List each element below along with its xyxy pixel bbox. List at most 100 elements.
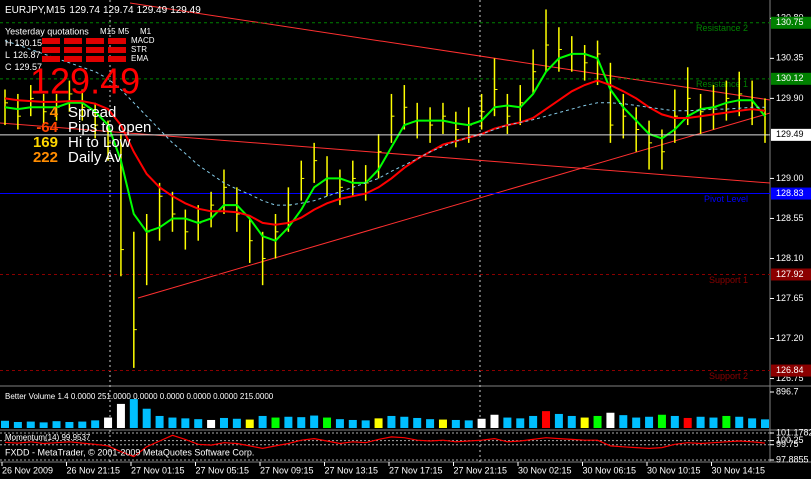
volume-bar xyxy=(335,419,344,428)
level-box xyxy=(771,72,811,85)
volume-bar xyxy=(348,419,357,428)
level-name: Pivot Level xyxy=(704,194,748,204)
volume-bar xyxy=(155,415,164,428)
volume-bar xyxy=(632,417,641,428)
volume-bar xyxy=(438,419,447,428)
timeframe: M5 xyxy=(118,27,130,36)
volume-bar xyxy=(451,419,460,428)
indicator: MACD xyxy=(131,36,155,45)
x-tick-label: 27 Nov 21:15 xyxy=(454,465,508,475)
current-price: 129.49 xyxy=(776,129,804,139)
y-tick-label: 99.75 xyxy=(776,439,799,449)
value: 129.57 xyxy=(15,62,43,72)
y-tick-label: 129.90 xyxy=(776,93,804,103)
volume-bar xyxy=(323,417,332,428)
volume-bar xyxy=(580,417,589,428)
volume-bar xyxy=(554,413,563,428)
y-tick-label: 896.7 xyxy=(776,386,799,396)
volume-bar xyxy=(219,417,228,428)
trend-line xyxy=(0,122,771,184)
volume-bar xyxy=(735,416,744,428)
volume-bar xyxy=(748,418,757,428)
y-tick-label: 100.25 xyxy=(776,435,804,445)
panel-title: Better Volume 1.4 0.0000 251.0000 0.0000… xyxy=(5,392,274,401)
moving-average xyxy=(4,52,766,242)
volume-bar xyxy=(464,420,473,428)
trend-block xyxy=(86,47,104,53)
x-tick-label: 30 Nov 14:15 xyxy=(712,465,766,475)
trend-block xyxy=(42,56,60,62)
volume-bar xyxy=(567,415,576,428)
volume-bar xyxy=(490,414,499,428)
y-tick-label: 130.35 xyxy=(776,53,804,63)
volume-bar xyxy=(670,415,679,428)
volume-bar xyxy=(696,416,705,428)
volume-bar xyxy=(503,417,512,428)
trend-block xyxy=(42,47,60,53)
trend-block xyxy=(108,47,126,53)
big-price: 129.49 xyxy=(30,61,140,102)
volume-bar xyxy=(297,417,306,428)
label: H xyxy=(5,38,12,48)
x-tick-label: 30 Nov 10:15 xyxy=(647,465,701,475)
trend-block xyxy=(64,47,82,53)
y-tick-label: 127.65 xyxy=(776,293,804,303)
moving-average xyxy=(4,79,766,226)
level-value: 126.84 xyxy=(776,365,804,375)
level-box xyxy=(771,187,811,200)
y-tick-label: 97.8855 xyxy=(776,454,809,464)
symbol-line: EURJPY,M15 129.74 129.74 129.49 129.49 xyxy=(5,5,201,16)
volume-bar xyxy=(52,421,61,428)
volume-bar xyxy=(374,418,383,428)
volume-bar xyxy=(104,417,113,428)
volume-bar xyxy=(245,419,254,428)
stat-label: Daily Av xyxy=(68,149,122,166)
momentum-line xyxy=(4,434,766,458)
volume-bar xyxy=(683,417,692,428)
volume-bar xyxy=(13,421,22,428)
footer: FXDD - MetaTrader, © 2001-2009 MetaQuote… xyxy=(5,447,254,457)
quote: 129.49 xyxy=(137,5,168,16)
level-name: Support 2 xyxy=(709,371,748,381)
x-tick-label: 27 Nov 17:15 xyxy=(389,465,443,475)
volume-bar xyxy=(542,411,551,428)
stat-value: 169 xyxy=(33,134,58,151)
x-tick-label: 27 Nov 13:15 xyxy=(325,465,379,475)
trend-block xyxy=(64,56,82,62)
x-tick-label: 30 Nov 06:15 xyxy=(583,465,637,475)
volume-bar xyxy=(761,419,769,428)
level-name: Support 1 xyxy=(709,275,748,285)
y-tick-label: 128.10 xyxy=(776,253,804,263)
volume-bar xyxy=(258,415,267,428)
level-value: 130.75 xyxy=(776,17,804,27)
volume-bar xyxy=(181,418,190,428)
level-name: Resistance 1 xyxy=(696,79,748,89)
x-tick-label: 27 Nov 01:15 xyxy=(131,465,185,475)
volume-bar xyxy=(116,403,125,428)
x-tick-label: 30 Nov 02:15 xyxy=(518,465,572,475)
stat-value: 222 xyxy=(33,149,58,166)
stat-label: Pips to open xyxy=(68,119,151,136)
level-value: 128.83 xyxy=(776,188,804,198)
trend-block xyxy=(86,56,104,62)
volume-bar xyxy=(400,416,409,428)
volume-bar xyxy=(387,415,396,428)
timeframe: M1 xyxy=(140,27,152,36)
label: C xyxy=(5,62,12,72)
level-value: 130.12 xyxy=(776,73,804,83)
level-value: 127.92 xyxy=(776,269,804,279)
trend-line xyxy=(137,112,771,299)
y-tick-label: 129.00 xyxy=(776,173,804,183)
volume-bar xyxy=(426,419,435,428)
y-tick-label: 101.1782 xyxy=(776,427,811,437)
x-tick-label: 27 Nov 09:15 xyxy=(260,465,314,475)
quote: 129.74 xyxy=(103,5,134,16)
current-price-box xyxy=(771,128,811,141)
volume-bar xyxy=(78,421,87,428)
trend-block xyxy=(86,38,104,44)
quotations-title: Yesterday quotations xyxy=(5,26,89,36)
trend-block xyxy=(42,38,60,44)
panel-title: Momentum(14) 99.9537 xyxy=(5,433,91,442)
x-tick-label: 27 Nov 05:15 xyxy=(196,465,250,475)
